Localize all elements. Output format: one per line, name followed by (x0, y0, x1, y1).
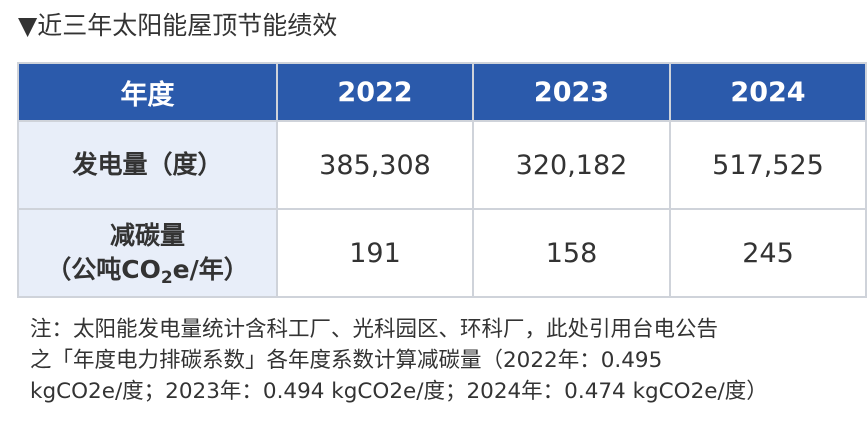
footnote-line: 之「年度电力排碳系数」各年度系数计算减碳量（2022年：0.495 (30, 348, 663, 373)
row-label-unit: （公吨CO2e/年） (19, 253, 276, 287)
footnote: 注：太阳能发电量统计含科工厂、光科园区、环科厂，此处引用台电公告 之「年度电力排… (30, 314, 860, 407)
row-label: 发电量（度） (72, 150, 223, 179)
table-row: 减碳量 （公吨CO2e/年） 191 158 245 (17, 208, 867, 298)
header-cell: 2024 (669, 62, 867, 122)
cell: 245 (669, 208, 867, 298)
data-table: 年度 2022 2023 2024 发电量（度） 385,308 320,182… (17, 62, 867, 298)
header-row: 年度 2022 2023 2024 (17, 62, 867, 122)
cell: 320,182 (472, 120, 671, 210)
unit-subscript: 2 (160, 268, 173, 288)
row-label: 减碳量 (109, 221, 185, 250)
cell: 191 (276, 208, 474, 298)
section-title: ▼近三年太阳能屋顶节能绩效 (18, 11, 338, 40)
header-cell: 2022 (276, 62, 474, 122)
footnote-line: kgCO2e/度；2023年：0.494 kgCO2e/度；2024年：0.47… (30, 379, 768, 404)
table-row: 发电量（度） 385,308 320,182 517,525 (17, 120, 867, 210)
header-cell: 年度 (17, 62, 278, 122)
header-cell: 2023 (472, 62, 671, 122)
cell: 158 (472, 208, 671, 298)
row-header: 减碳量 （公吨CO2e/年） (17, 208, 278, 298)
row-header: 发电量（度） (17, 120, 278, 210)
cell: 385,308 (276, 120, 474, 210)
footnote-line: 注：太阳能发电量统计含科工厂、光科园区、环科厂，此处引用台电公告 (30, 317, 719, 342)
cell: 517,525 (669, 120, 867, 210)
unit-text: e/年） (172, 255, 249, 284)
unit-text: （公吨CO (46, 255, 161, 284)
